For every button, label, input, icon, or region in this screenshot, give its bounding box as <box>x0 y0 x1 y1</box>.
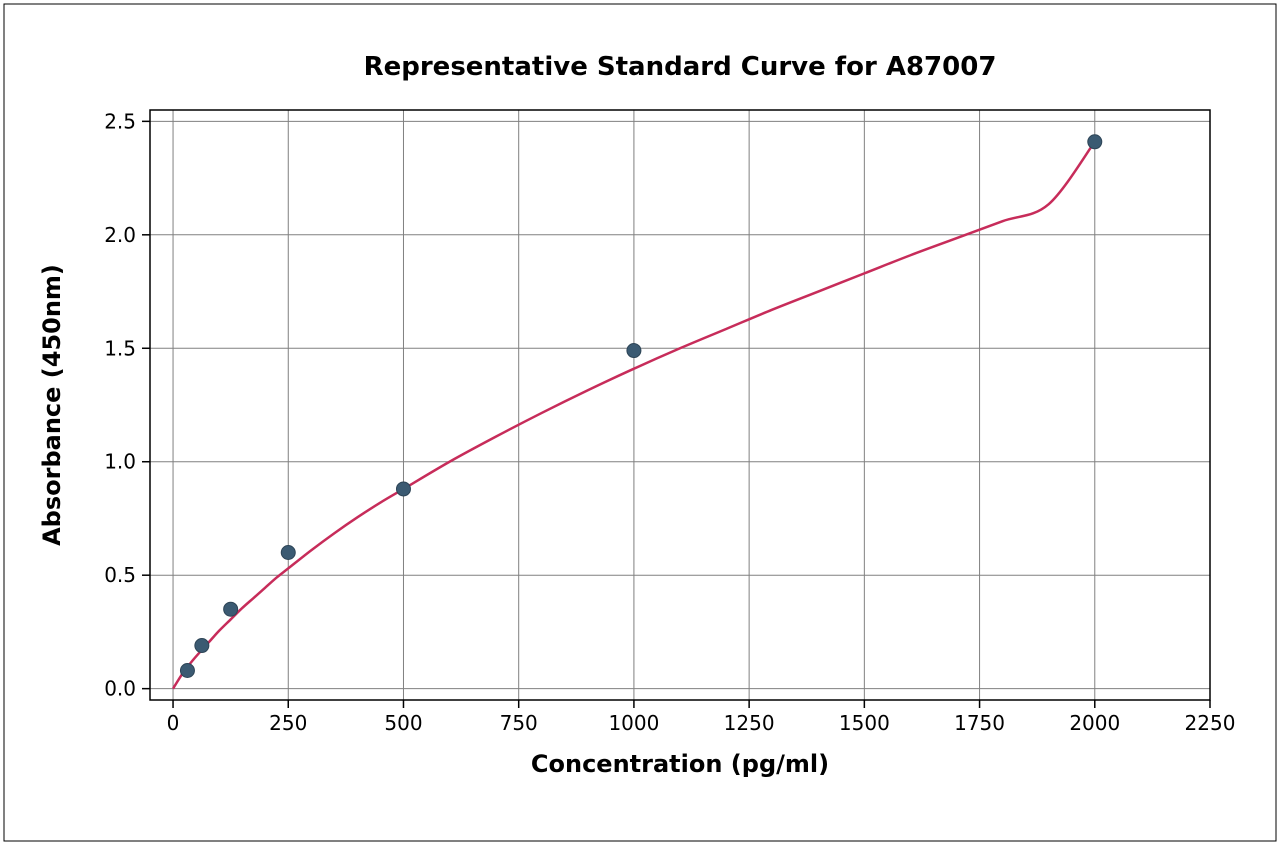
data-point <box>281 546 295 560</box>
chart-container: 0 250 500 750 1000 1250 1500 1750 2000 2250 0.0 0.5… <box>0 0 1280 845</box>
ytick-label: 1.5 <box>104 336 136 360</box>
xtick-label: 1000 <box>608 711 659 735</box>
xtick-label: 2000 <box>1069 711 1120 735</box>
ytick-label: 0.0 <box>104 677 136 701</box>
ytick-label: 1.0 <box>104 450 136 474</box>
xtick-label: 250 <box>269 711 307 735</box>
data-point <box>195 639 209 653</box>
ytick-label: 0.5 <box>104 563 136 587</box>
y-axis-label: Absorbance (450nm) <box>38 264 66 546</box>
xtick-label: 1250 <box>724 711 775 735</box>
ytick-label: 2.5 <box>104 109 136 133</box>
ytick-label: 2.0 <box>104 223 136 247</box>
data-point <box>224 602 238 616</box>
plot-spines <box>150 110 1210 700</box>
xtick-label: 0 <box>167 711 180 735</box>
data-point <box>396 482 410 496</box>
xtick-label: 2250 <box>1185 711 1236 735</box>
x-axis-label: Concentration (pg/ml) <box>531 750 829 778</box>
chart-svg: 0 250 500 750 1000 1250 1500 1750 2000 2250 0.0 0.5… <box>0 0 1280 845</box>
chart-title: Representative Standard Curve for A87007 <box>364 52 997 82</box>
data-point <box>627 344 641 358</box>
data-point <box>1088 135 1102 149</box>
xtick-label: 1750 <box>954 711 1005 735</box>
xtick-label: 750 <box>500 711 538 735</box>
xtick-label: 1500 <box>839 711 890 735</box>
xtick-label: 500 <box>384 711 422 735</box>
data-point <box>180 664 194 678</box>
